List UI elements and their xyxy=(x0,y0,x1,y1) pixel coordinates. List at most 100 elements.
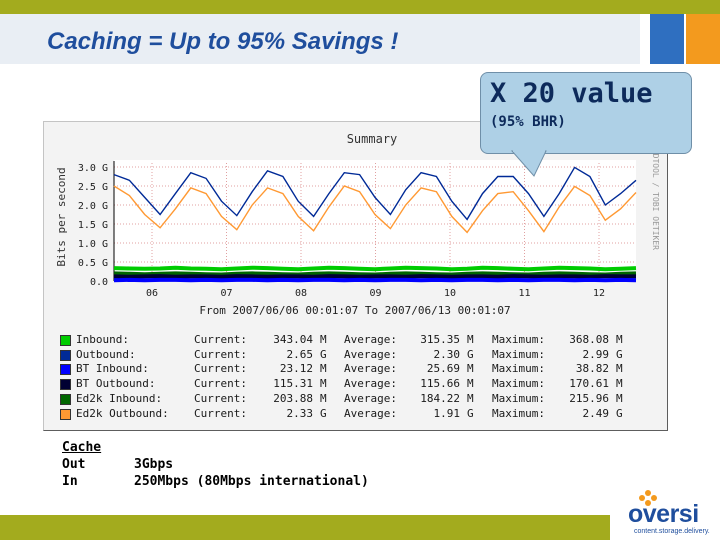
legend-current-value: 343.04 xyxy=(273,333,313,346)
legend-maximum-label: Maximum: xyxy=(492,406,545,420)
legend-row: Ed2k Inbound: Current: 203.88 M Average: 184.… xyxy=(60,392,660,406)
legend-maximum-value: 215.96 xyxy=(569,391,609,405)
y-tick-label: 1.5 G xyxy=(78,220,108,231)
legend-average-label: Average: xyxy=(344,347,397,361)
legend-swatch xyxy=(60,349,71,361)
legend-maximum-unit: G xyxy=(616,347,623,361)
slide-title: Caching = Up to 95% Savings ! xyxy=(47,28,399,55)
decor-square-blue xyxy=(650,14,684,64)
legend-current-label: Current: xyxy=(194,377,247,391)
legend-average-unit: M xyxy=(467,377,474,391)
decor-square-orange xyxy=(686,14,720,64)
out-value: 3Gbps xyxy=(134,457,174,472)
title-band xyxy=(0,14,640,64)
legend-series-name: Inbound: xyxy=(76,333,129,346)
series-line-inbound xyxy=(113,265,637,272)
y-tick-label: 0.5 G xyxy=(78,258,108,269)
cache-header: Cache xyxy=(62,440,102,455)
legend-maximum-label: Maximum: xyxy=(492,333,545,346)
legend-current-unit: M xyxy=(320,377,327,391)
chart-title: Summary xyxy=(347,132,398,146)
legend-current-label: Current: xyxy=(194,391,247,405)
callout-bhr: (95% BHR) xyxy=(490,114,566,130)
chart-side-label: RRDTOOL / TOBI OETIKER xyxy=(651,144,660,250)
legend-maximum-label: Maximum: xyxy=(492,391,545,405)
top-accent-bar xyxy=(0,0,720,14)
x-tick-label: 08 xyxy=(295,288,307,299)
y-tick-label: 3.0 G xyxy=(78,163,108,174)
legend-swatch xyxy=(60,364,71,376)
oversi-logo-text: oversi xyxy=(628,500,699,528)
series-line-ed2k-outbound xyxy=(113,185,637,234)
legend-maximum-unit: M xyxy=(616,391,623,405)
legend-average-unit: G xyxy=(467,406,474,420)
legend-average-label: Average: xyxy=(344,377,397,391)
legend-average-label: Average: xyxy=(344,406,397,420)
y-tick-label: 2.0 G xyxy=(78,201,108,212)
chart-ylabel: Bits per second xyxy=(55,167,68,266)
legend-average-value: 315.35 xyxy=(420,333,460,346)
legend-current-value: 115.31 xyxy=(273,377,313,391)
legend-row: BT Inbound: Current: 23.12 M Average: 25.69 M M… xyxy=(60,362,660,376)
legend-current-label: Current: xyxy=(194,333,247,346)
legend-series-name: BT Inbound: xyxy=(76,362,149,376)
legend-average-value: 184.22 xyxy=(420,391,460,405)
legend-swatch xyxy=(60,393,71,405)
legend-maximum-value: 2.99 xyxy=(582,347,610,361)
legend-average-value: 25.69 xyxy=(426,362,460,376)
legend-average-unit: M xyxy=(467,333,474,346)
legend-maximum-unit: M xyxy=(616,362,623,376)
legend-average-label: Average: xyxy=(344,391,397,405)
legend-maximum-label: Maximum: xyxy=(492,362,545,376)
x-tick-label: 06 xyxy=(146,288,158,299)
legend-maximum-unit: G xyxy=(616,406,623,420)
chart-period: From 2007/06/06 00:01:07 To 2007/06/13 0… xyxy=(199,304,510,317)
y-tick-label: 2.5 G xyxy=(78,182,108,193)
legend-row: BT Outbound: Current: 115.31 M Average: 115.6… xyxy=(60,377,660,391)
legend-average-value: 1.91 xyxy=(433,406,461,420)
legend-maximum-label: Maximum: xyxy=(492,347,545,361)
legend-maximum-value: 2.49 xyxy=(582,406,610,420)
legend-series-name: BT Outbound: xyxy=(76,377,156,391)
x-tick-label: 10 xyxy=(444,288,456,299)
x-tick-label: 07 xyxy=(220,288,232,299)
x-tick-label: 11 xyxy=(518,288,530,299)
legend-average-label: Average: xyxy=(344,362,397,376)
in-label: In xyxy=(62,474,78,489)
legend-current-label: Current: xyxy=(194,347,247,361)
legend-maximum-unit: M xyxy=(616,377,623,391)
legend-row: Ed2k Outbound: Current: 2.33 G Average: 1.91 G… xyxy=(60,407,660,421)
legend-average-label: Average: xyxy=(344,333,397,346)
legend-current-value: 2.65 xyxy=(286,347,314,361)
bottom-logo-area xyxy=(610,515,720,540)
legend-swatch xyxy=(60,335,71,346)
oversi-logo-tagline: content.storage.delivery. xyxy=(634,528,710,535)
legend-average-unit: M xyxy=(467,391,474,405)
legend-current-unit: M xyxy=(320,391,327,405)
legend-maximum-value: 38.82 xyxy=(575,362,609,376)
legend-maximum-value: 368.08 xyxy=(569,333,609,346)
legend-average-value: 115.66 xyxy=(420,377,460,391)
legend-series-name: Ed2k Outbound: xyxy=(76,406,169,420)
legend-current-value: 23.12 xyxy=(279,362,313,376)
in-value: 250Mbps (80Mbps international) xyxy=(134,474,369,489)
legend-average-value: 2.30 xyxy=(433,347,461,361)
legend-swatch xyxy=(60,379,71,391)
y-tick-label: 0.0 xyxy=(90,277,108,288)
legend-average-unit: G xyxy=(467,347,474,361)
legend-current-unit: M xyxy=(320,333,327,346)
legend-average-unit: M xyxy=(467,362,474,376)
legend-series-name: Ed2k Inbound: xyxy=(76,391,163,405)
y-tick-label: 1.0 G xyxy=(78,239,108,250)
legend-current-label: Current: xyxy=(194,362,247,376)
legend-maximum-label: Maximum: xyxy=(492,377,545,391)
legend-row: Inbound: Current: 343.04 M Average: 315.35 M Ma… xyxy=(60,333,660,347)
legend-maximum-value: 170.61 xyxy=(569,377,609,391)
oversi-logo-icon xyxy=(639,490,657,506)
legend-maximum-unit: M xyxy=(616,333,623,346)
legend-current-value: 203.88 xyxy=(273,391,313,405)
x-tick-label: 09 xyxy=(369,288,381,299)
series-line-bt-outbound xyxy=(113,274,636,279)
bottom-accent-bar xyxy=(0,515,610,540)
